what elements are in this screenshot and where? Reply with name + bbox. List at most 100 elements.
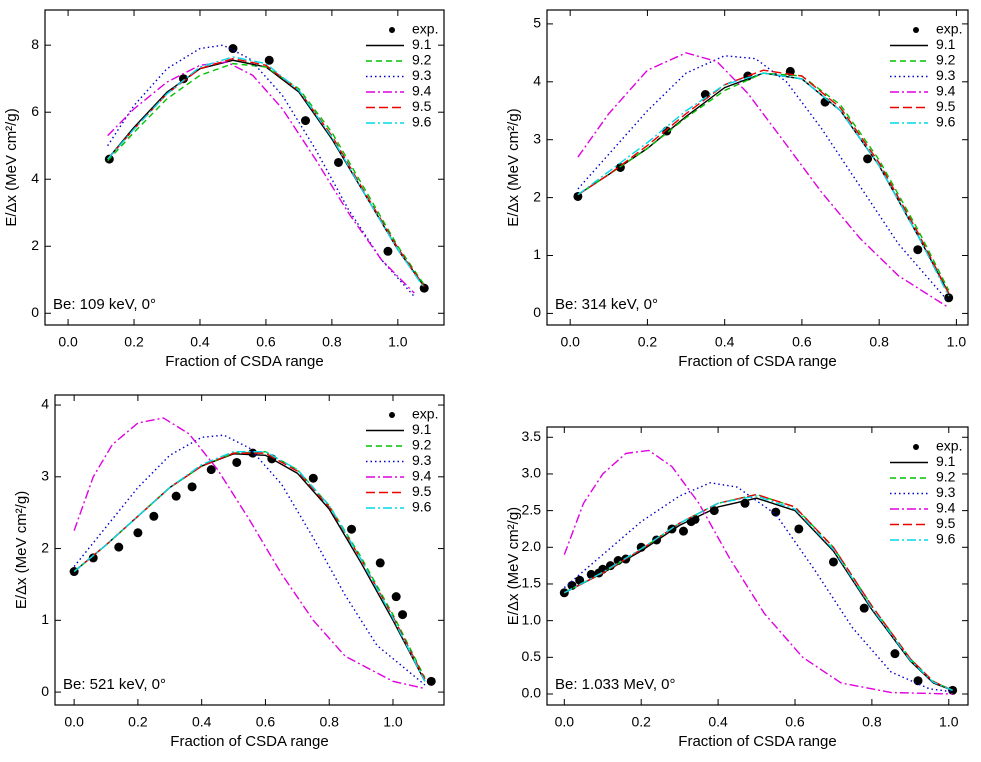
legend-label: exp. — [412, 406, 438, 422]
line-series — [107, 61, 415, 294]
line-series — [577, 72, 950, 297]
legend-label: exp. — [412, 21, 438, 37]
data-point — [88, 553, 98, 563]
line-series — [107, 56, 425, 289]
x-tick-label: 1.0 — [388, 334, 408, 350]
legend-label: 9.1 — [412, 36, 432, 52]
x-tick-label: 0.0 — [555, 714, 575, 730]
x-tick-label: 0.2 — [128, 714, 148, 730]
data-point — [383, 246, 393, 256]
legend-label: exp. — [936, 21, 962, 37]
legend-marker — [913, 27, 919, 33]
y-tick-label: 0 — [533, 304, 541, 320]
data-point — [828, 557, 838, 567]
y-tick-label: 0 — [41, 683, 49, 699]
data-point — [771, 507, 781, 517]
data-point — [375, 558, 385, 568]
line-series — [577, 72, 950, 291]
legend-label: 9.1 — [936, 453, 956, 469]
legend-label: 9.5 — [412, 98, 432, 114]
legend-label: 9.3 — [936, 67, 956, 83]
legend-label: 9.3 — [412, 452, 432, 468]
plot-frame — [546, 9, 969, 326]
y-tick-label: 2 — [41, 539, 49, 555]
x-axis-label: Fraction of CSDA range — [165, 353, 323, 370]
y-tick-label: 3 — [533, 130, 541, 146]
x-tick-label: 0.0 — [58, 334, 78, 350]
legend-label: 9.5 — [936, 515, 956, 531]
data-point — [232, 457, 242, 467]
legend-label: 9.6 — [936, 114, 956, 130]
data-point — [301, 116, 311, 126]
y-tick-label: 6 — [31, 103, 39, 119]
line-series — [107, 57, 425, 287]
x-tick-label: 0.2 — [124, 334, 144, 350]
legend-label: 9.3 — [936, 484, 956, 500]
legend-label: 9.2 — [936, 52, 956, 68]
line-series — [73, 453, 426, 682]
legend-label: 9.4 — [936, 83, 956, 99]
data-point — [308, 473, 318, 483]
legend-label: 9.1 — [936, 36, 956, 52]
y-tick-label: 2.0 — [522, 538, 542, 554]
data-point — [398, 610, 408, 620]
x-tick-label: 1.0 — [947, 334, 967, 350]
x-tick-label: 0.0 — [560, 334, 580, 350]
legend-label: 9.2 — [412, 52, 432, 68]
y-tick-label: 8 — [31, 36, 39, 52]
panel: 0.0 0.2 0.4 0.6 0.8 1.0 0 1 2 3 4 Fraction of CSDA … — [13, 394, 445, 750]
legend-label: 9.4 — [936, 500, 956, 516]
line-series — [563, 482, 953, 693]
data-point — [171, 491, 181, 501]
y-tick-label: 4 — [31, 170, 39, 186]
y-tick-label: 2 — [31, 237, 39, 253]
x-tick-label: 0.8 — [869, 334, 889, 350]
y-tick-label: 4 — [533, 73, 541, 89]
x-tick-label: 0.8 — [322, 334, 342, 350]
line-series — [73, 450, 426, 679]
data-point — [575, 575, 585, 585]
legend-label: 9.6 — [412, 499, 432, 515]
legend-label: exp. — [936, 438, 962, 454]
legend-marker — [913, 444, 919, 450]
x-tick-label: 0.6 — [792, 334, 812, 350]
legend-label: 9.2 — [412, 437, 432, 453]
line-series — [73, 450, 426, 682]
line-series — [577, 52, 950, 309]
data-point — [178, 74, 188, 84]
x-tick-label: 0.6 — [256, 334, 276, 350]
y-axis-label: E/Δx (MeV cm²/g) — [13, 491, 30, 609]
y-tick-label: 1.5 — [522, 575, 542, 591]
x-tick-label: 0.2 — [638, 334, 658, 350]
legend-label: 9.6 — [936, 531, 956, 547]
data-point — [149, 511, 159, 521]
x-axis-label: Fraction of CSDA range — [678, 353, 836, 370]
data-point — [419, 283, 429, 293]
data-point — [678, 526, 688, 536]
data-point — [944, 293, 954, 303]
x-tick-label: 0.4 — [192, 714, 212, 730]
data-point — [586, 569, 596, 579]
line-series — [563, 497, 953, 691]
y-tick-label: 1.0 — [522, 611, 542, 627]
data-point — [573, 191, 583, 201]
data-point — [187, 482, 197, 492]
y-tick-label: 1 — [41, 611, 49, 627]
data-point — [863, 154, 873, 164]
data-point — [890, 649, 900, 659]
y-tick-label: 0.0 — [522, 685, 542, 701]
data-point — [264, 55, 274, 65]
line-series — [73, 434, 426, 686]
x-tick-label: 0.6 — [785, 714, 805, 730]
legend-marker — [389, 412, 395, 418]
x-tick-label: 0.4 — [708, 714, 728, 730]
panel: 0.0 0.2 0.4 0.6 0.8 1.0 0.0 0.5 1.0 1.5 2.0 2.5 3.0 3… — [505, 426, 969, 750]
plot-frame — [546, 426, 969, 706]
data-point — [426, 676, 436, 686]
y-axis-label: E/Δx (MeV cm²/g) — [505, 108, 522, 226]
y-axis-label: E/Δx (MeV cm²/g) — [505, 507, 522, 625]
legend-label: 9.5 — [412, 483, 432, 499]
x-tick-label: 0.2 — [631, 714, 651, 730]
data-point — [228, 44, 238, 54]
